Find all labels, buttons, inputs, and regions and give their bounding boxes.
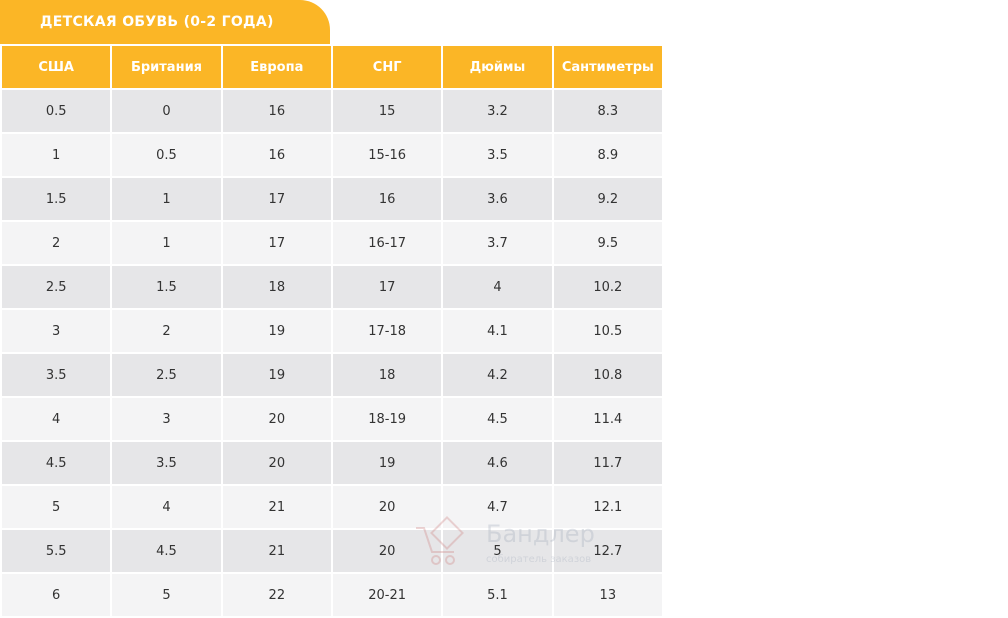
column-header-centimeters: Сантиметры: [553, 46, 662, 88]
table-cell: 16: [222, 134, 331, 176]
table-cell: 1.5: [112, 266, 221, 308]
table-cell: 17: [222, 178, 331, 220]
table-cell: 10.2: [553, 266, 662, 308]
table-cell: 8.3: [553, 90, 662, 132]
column-header-europe: Европа: [222, 46, 331, 88]
table-cell: 3.6: [443, 178, 552, 220]
table-cell: 9.2: [553, 178, 662, 220]
table-cell: 10.8: [553, 354, 662, 396]
table-cell: 5.1: [443, 574, 552, 616]
table-cell: 4: [443, 266, 552, 308]
table-cell: 20: [222, 398, 331, 440]
table-cell: 2.5: [112, 354, 221, 396]
table-row: 1.5 1 17 16 3.6 9.2: [2, 178, 662, 220]
table-cell: 4: [112, 486, 221, 528]
table-cell: 2: [2, 222, 111, 264]
table-cell: 8.9: [553, 134, 662, 176]
table-cell: 3.7: [443, 222, 552, 264]
table-cell: 18: [222, 266, 331, 308]
table-cell: 11.7: [553, 442, 662, 484]
table-cell: 20: [332, 486, 442, 528]
table-cell: 21: [222, 486, 331, 528]
table-row: 3.5 2.5 19 18 4.2 10.8: [2, 354, 662, 396]
table-row: 4 3 20 18-19 4.5 11.4: [2, 398, 662, 440]
table-cell: 5: [112, 574, 221, 616]
table-cell: 16: [222, 90, 331, 132]
table-cell: 19: [332, 442, 442, 484]
table-cell: 1: [112, 178, 221, 220]
table-cell: 20-21: [332, 574, 442, 616]
table-cell: 4.7: [443, 486, 552, 528]
table-cell: 17: [332, 266, 442, 308]
table-cell: 4.2: [443, 354, 552, 396]
column-header-uk: Британия: [112, 46, 221, 88]
table-row: 2 1 17 16-17 3.7 9.5: [2, 222, 662, 264]
table-cell: 4.1: [443, 310, 552, 352]
table-cell: 18: [332, 354, 442, 396]
size-table: США Британия Европа СНГ Дюймы Сантиметры…: [0, 44, 664, 618]
table-cell: 2: [112, 310, 221, 352]
table-cell: 9.5: [553, 222, 662, 264]
table-cell: 20: [332, 530, 442, 572]
table-cell: 21: [222, 530, 331, 572]
table-cell: 10.5: [553, 310, 662, 352]
table-cell: 17: [222, 222, 331, 264]
table-cell: 20: [222, 442, 331, 484]
table-row: 6 5 22 20-21 5.1 13: [2, 574, 662, 616]
table-cell: 5: [443, 530, 552, 572]
table-cell: 1: [112, 222, 221, 264]
table-cell: 1.5: [2, 178, 111, 220]
header-row: США Британия Европа СНГ Дюймы Сантиметры: [2, 46, 662, 88]
table-row: 3 2 19 17-18 4.1 10.5: [2, 310, 662, 352]
table-cell: 15-16: [332, 134, 442, 176]
table-cell: 12.7: [553, 530, 662, 572]
table-row: 4.5 3.5 20 19 4.6 11.7: [2, 442, 662, 484]
table-cell: 3: [112, 398, 221, 440]
table-body: 0.5 0 16 15 3.2 8.3 1 0.5 16 15-16 3.5 8.9 1.5 1 17 16 3…: [2, 90, 662, 616]
table-row: 2.5 1.5 18 17 4 10.2: [2, 266, 662, 308]
table-cell: 13: [553, 574, 662, 616]
table-cell: 3: [2, 310, 111, 352]
table-cell: 6: [2, 574, 111, 616]
table-cell: 15: [332, 90, 442, 132]
table-cell: 16: [332, 178, 442, 220]
table-cell: 17-18: [332, 310, 442, 352]
table-cell: 1: [2, 134, 111, 176]
table-cell: 4.5: [2, 442, 111, 484]
table-cell: 5.5: [2, 530, 111, 572]
column-header-usa: США: [2, 46, 111, 88]
table-cell: 18-19: [332, 398, 442, 440]
table-cell: 4: [2, 398, 111, 440]
table-cell: 3.5: [443, 134, 552, 176]
table-row: 1 0.5 16 15-16 3.5 8.9: [2, 134, 662, 176]
table-cell: 3.2: [443, 90, 552, 132]
table-cell: 0: [112, 90, 221, 132]
table-cell: 19: [222, 354, 331, 396]
table-cell: 4.6: [443, 442, 552, 484]
table-cell: 11.4: [553, 398, 662, 440]
column-header-cis: СНГ: [332, 46, 442, 88]
table-cell: 5: [2, 486, 111, 528]
table-cell: 19: [222, 310, 331, 352]
table-row: 5.5 4.5 21 20 5 12.7: [2, 530, 662, 572]
table-cell: 3.5: [112, 442, 221, 484]
table-cell: 0.5: [112, 134, 221, 176]
table-cell: 16-17: [332, 222, 442, 264]
table-row: 0.5 0 16 15 3.2 8.3: [2, 90, 662, 132]
table-cell: 2.5: [2, 266, 111, 308]
chart-title: ДЕТСКАЯ ОБУВЬ (0-2 ГОДА): [0, 0, 330, 44]
table-cell: 3.5: [2, 354, 111, 396]
table-cell: 4.5: [443, 398, 552, 440]
table-cell: 0.5: [2, 90, 111, 132]
column-header-inches: Дюймы: [443, 46, 552, 88]
table-cell: 12.1: [553, 486, 662, 528]
table-cell: 22: [222, 574, 331, 616]
table-row: 5 4 21 20 4.7 12.1: [2, 486, 662, 528]
table-cell: 4.5: [112, 530, 221, 572]
